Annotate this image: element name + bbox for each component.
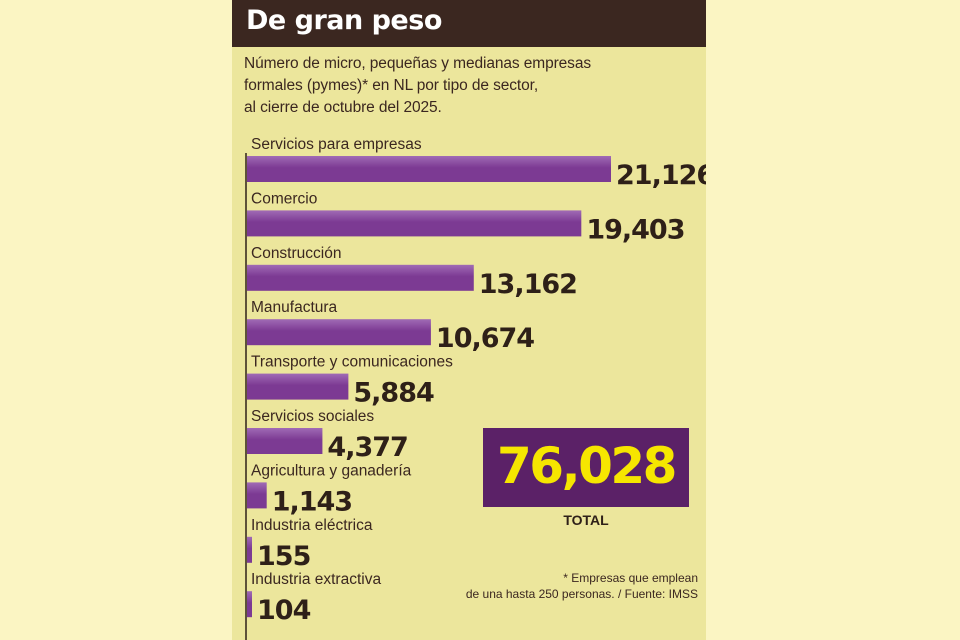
bar (247, 156, 611, 182)
subtitle-line-3: al cierre de octubre del 2025. (244, 99, 442, 116)
footnote-line-1: * Empresas que emplean (563, 571, 698, 585)
bar (247, 591, 252, 618)
category-label: Industria extractiva (251, 571, 381, 588)
title-bar: De gran peso (232, 0, 706, 47)
total-box: 76,028 (483, 428, 689, 507)
subtitle-line-1: Número de micro, pequeñas y medianas emp… (244, 55, 592, 72)
bar (247, 482, 267, 509)
bar (247, 210, 582, 237)
total-value: 76,028 (497, 437, 677, 495)
value-label: 155 (257, 541, 310, 572)
value-label: 4,377 (327, 432, 407, 463)
bar (247, 536, 252, 563)
value-label: 10,674 (436, 323, 534, 354)
category-label: Agricultura y ganadería (251, 462, 412, 479)
category-label: Transporte y comunicaciones (251, 354, 453, 371)
value-label: 1,143 (272, 486, 352, 517)
value-label: 104 (257, 595, 311, 626)
category-label: Industria eléctrica (251, 517, 373, 534)
footnote-line-2: de una hasta 250 personas. / Fuente: IMS… (465, 587, 698, 601)
chart-title: De gran peso (246, 5, 442, 36)
value-label: 19,403 (586, 214, 684, 245)
bar-chart: Servicios para empresas 21,126 Comercio 19,… (245, 136, 706, 640)
bar (247, 264, 474, 291)
category-label: Manufactura (251, 299, 338, 316)
category-label: Construcción (251, 245, 341, 262)
value-label: 13,162 (479, 269, 577, 300)
infographic-panel: De gran peso Número de micro, pequeñas y… (232, 0, 706, 640)
category-label: Servicios para empresas (251, 136, 422, 153)
value-label: 21,126 (616, 160, 706, 191)
bar (247, 319, 431, 346)
bar (247, 373, 349, 400)
category-label: Servicios sociales (251, 408, 374, 425)
total-label: TOTAL (563, 512, 609, 528)
category-label: Comercio (251, 190, 317, 207)
value-label: 5,884 (353, 378, 434, 409)
bar (247, 428, 323, 454)
subtitle-line-2: formales (pymes)* en NL por tipo de sect… (244, 77, 539, 94)
